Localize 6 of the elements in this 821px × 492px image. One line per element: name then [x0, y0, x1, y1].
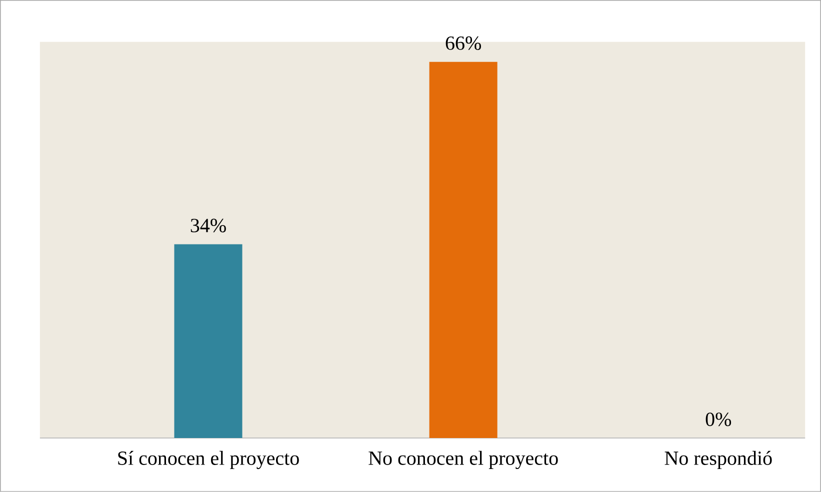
data-label: 0%: [706, 412, 732, 426]
data-label: 66%: [446, 36, 481, 50]
data-label: 34%: [190, 218, 226, 232]
x-tick-label: No conocen el proyecto: [368, 450, 558, 470]
x-tick-label: No respondió: [664, 450, 772, 470]
x-tick-label: Sí conocen el proyecto: [118, 450, 299, 470]
